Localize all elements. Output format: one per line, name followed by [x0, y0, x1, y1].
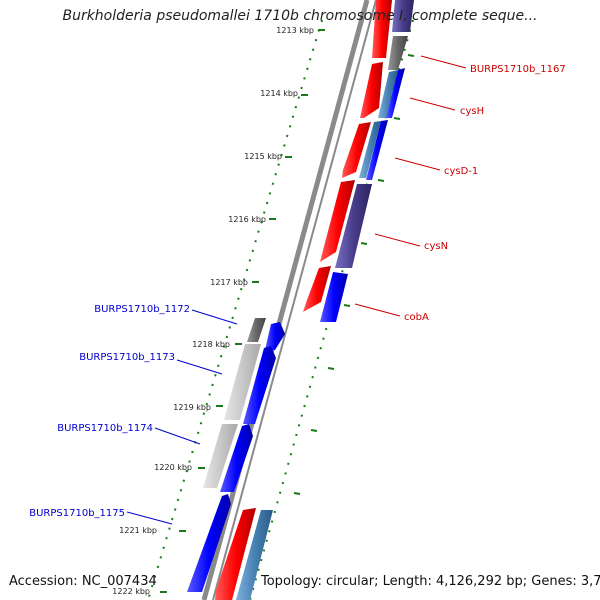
gene-block-red-coba[interactable] [303, 266, 331, 312]
tick-label: 1215 kbp [244, 152, 282, 161]
tick-1216: 1216 kbp [228, 215, 276, 224]
gene-block-gray-1167[interactable] [388, 36, 408, 70]
gene-block-red-cysh[interactable] [360, 62, 383, 118]
gene-label-text: BURPS1710b_1167 [470, 64, 566, 75]
gene-label-burps1174[interactable]: BURPS1710b_1174 [57, 423, 201, 445]
gene-block-top-slate[interactable] [392, 0, 414, 32]
gene-block-steel-lower[interactable] [236, 510, 273, 600]
gene-label-text: cysN [424, 241, 448, 252]
gene-label-text: BURPS1710b_1173 [79, 352, 175, 363]
gene-block-slate-cysn[interactable] [335, 184, 372, 268]
tick-dotted-line [147, 19, 323, 600]
gene-label-text: cobA [404, 312, 429, 323]
gene-block-red-lower[interactable] [215, 508, 256, 600]
gene-label-burps1175[interactable]: BURPS1710b_1175 [29, 508, 173, 525]
gene-label-cysn[interactable]: cysN [374, 233, 448, 252]
gene-label-coba[interactable]: cobA [354, 303, 429, 323]
backbone-inner [212, 0, 377, 600]
gene-block-blue-1175[interactable] [187, 494, 231, 592]
gene-block-steel-cysd[interactable] [359, 121, 381, 178]
gene-block-red-1167[interactable] [372, 0, 392, 58]
tick-label: 1217 kbp [210, 278, 248, 287]
gene-label-burps1173[interactable]: BURPS1710b_1173 [79, 352, 223, 375]
tick-1222: 1222 kbp [112, 587, 167, 596]
tick-1219: 1219 kbp [173, 403, 223, 412]
backbone-outer [201, 0, 370, 600]
gene-label-text: BURPS1710b_1172 [94, 304, 190, 315]
tick-1217: 1217 kbp [210, 278, 259, 287]
gene-label-text: BURPS1710b_1175 [29, 508, 125, 519]
tick-label: 1219 kbp [173, 403, 211, 412]
gene-block-light-1174[interactable] [203, 424, 238, 488]
outer-ticks [293, 54, 415, 495]
gene-block-blue-1173[interactable] [243, 346, 276, 424]
gene-label-text: BURPS1710b_1174 [57, 423, 153, 434]
tick-label: 1222 kbp [112, 587, 150, 596]
map-title: Burkholderia pseudomallei 1710b chromoso… [62, 8, 538, 24]
tick-1220: 1220 kbp [154, 463, 205, 472]
gene-label-text: cysD-1 [444, 166, 478, 177]
gene-block-blue-1172[interactable] [265, 322, 285, 350]
tick-1218: 1218 kbp [192, 340, 242, 349]
tick-label: 1214 kbp [260, 89, 298, 98]
gene-block-red-cysd[interactable] [342, 122, 371, 178]
tick-label: 1216 kbp [228, 215, 266, 224]
topology-summary: Topology: circular; Length: 4,126,292 bp… [261, 574, 600, 589]
gene-block-red-cysn[interactable] [320, 180, 355, 262]
gene-label-cysh[interactable]: cysH [409, 97, 484, 117]
gene-block-blue-coba[interactable] [320, 272, 348, 322]
tick-1213: 1213 kbp [276, 26, 325, 35]
gene-block-blue-1174[interactable] [220, 424, 253, 492]
tick-1214: 1214 kbp [260, 89, 308, 98]
tick-label: 1213 kbp [276, 26, 314, 35]
gene-label-text: cysH [460, 106, 484, 117]
gene-block-gray-1172[interactable] [247, 318, 266, 342]
tick-label: 1218 kbp [192, 340, 230, 349]
tick-label: 1221 kbp [119, 526, 157, 535]
accession-text: Accession: NC_007434 [9, 574, 157, 589]
tick-label: 1220 kbp [154, 463, 192, 472]
gene-block-light-1173[interactable] [224, 344, 261, 420]
gene-block-blue-cysh[interactable] [386, 68, 405, 118]
tick-1215: 1215 kbp [244, 152, 292, 161]
gene-block-blue-cysd[interactable] [366, 120, 388, 180]
gene-label-cysd[interactable]: cysD-1 [394, 157, 478, 177]
gene-block-steel-cysh[interactable] [378, 70, 398, 118]
gene-label-burps1172[interactable]: BURPS1710b_1172 [94, 304, 238, 325]
gene-label-burps1167[interactable]: BURPS1710b_1167 [420, 55, 566, 75]
tick-1221: 1221 kbp [119, 526, 186, 535]
